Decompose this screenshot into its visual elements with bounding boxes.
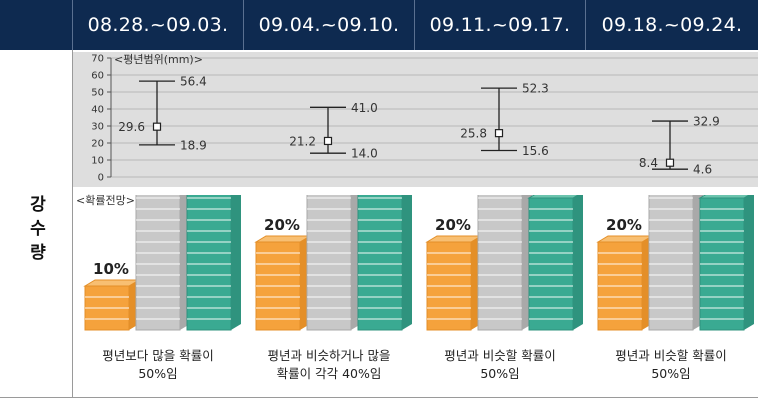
header-divider xyxy=(585,0,586,50)
range-chart: 0 10 20 30 40 50 60 70 <평년범위(mm)> 56.4 18.9 29.6 41.… xyxy=(91,53,758,184)
y-tick-label: 10 xyxy=(91,156,104,167)
mean-label: 21.2 xyxy=(289,134,316,148)
probability-label: 20% xyxy=(606,216,642,234)
chart-title: <평년범위(mm)> xyxy=(114,53,203,66)
probability-block xyxy=(135,195,181,331)
precipitation-label-char: 량 xyxy=(30,243,46,263)
week-caption-4: 평년과 비슷할 확률이 50%임 xyxy=(586,347,756,383)
week-header: 08.28.~09.03. 09.04.~09.10. 09.11.~09.17… xyxy=(0,0,758,50)
probability-block xyxy=(477,195,523,331)
upper-label: 32.9 xyxy=(693,115,720,129)
probability-week-2: 20%40%40% xyxy=(254,195,412,331)
caption-line: 50%임 xyxy=(651,366,691,381)
caption-line: 평년보다 많을 확률이 xyxy=(102,348,214,363)
caption-line: 평년과 비슷하거나 많을 xyxy=(267,348,391,363)
y-tick-label: 40 xyxy=(91,105,104,116)
mean-marker xyxy=(152,122,162,131)
mean-label: 29.6 xyxy=(118,120,145,134)
probability-week-3: 20%50%30% xyxy=(425,195,583,331)
block-side xyxy=(573,195,583,330)
y-tick-label: 60 xyxy=(91,71,104,82)
mean-marker xyxy=(665,158,675,167)
probability-label: 20% xyxy=(435,216,471,234)
probability-block xyxy=(648,195,694,331)
probability-chart: 10%40%50%20%40%40%20%50%30%20%50%30% xyxy=(83,195,754,331)
bottom-border xyxy=(0,397,758,398)
caption-line: 확률이 각각 40%임 xyxy=(276,366,382,381)
precipitation-label-char: 강 xyxy=(30,195,46,215)
y-tick-label: 50 xyxy=(91,88,104,99)
week-header-2: 09.04.~09.10. xyxy=(258,14,400,36)
probability-block xyxy=(306,195,352,331)
header-divider xyxy=(414,0,415,50)
upper-label: 56.4 xyxy=(180,75,207,89)
block-side xyxy=(231,195,241,330)
mean-label: 8.4 xyxy=(639,156,658,170)
lower-label: 4.6 xyxy=(693,163,712,177)
y-tick-label: 20 xyxy=(91,139,104,150)
block-top xyxy=(527,195,579,199)
y-tick-label: 0 xyxy=(98,173,104,184)
probability-week-4: 20%50%30% xyxy=(596,195,754,331)
week-caption-2: 평년과 비슷하거나 많을 확률이 각각 40%임 xyxy=(244,347,414,383)
caption-line: 평년과 비슷할 확률이 xyxy=(444,348,556,363)
week-header-3: 09.11.~09.17. xyxy=(429,14,571,36)
mean-label: 25.8 xyxy=(460,127,487,141)
probability-block xyxy=(186,195,232,331)
y-tick-label: 70 xyxy=(91,54,104,65)
probability-title: <확률전망> xyxy=(76,194,135,207)
caption-line: 50%임 xyxy=(480,366,520,381)
y-tick-label: 30 xyxy=(91,122,104,133)
left-label-column xyxy=(0,50,73,397)
lower-label: 18.9 xyxy=(180,138,207,152)
upper-label: 52.3 xyxy=(522,82,549,96)
week-header-1: 08.28.~09.03. xyxy=(87,14,229,36)
lower-label: 14.0 xyxy=(351,147,378,161)
precipitation-label: 강 수 량 xyxy=(28,193,48,265)
caption-line: 50%임 xyxy=(138,366,178,381)
header-divider xyxy=(72,0,73,50)
week-caption-3: 평년과 비슷할 확률이 50%임 xyxy=(415,347,585,383)
lower-label: 15.6 xyxy=(522,144,549,158)
block-side xyxy=(744,195,754,330)
week-header-4: 09.18.~09.24. xyxy=(601,14,743,36)
header-divider xyxy=(243,0,244,50)
range-chart-panel: 0 10 20 30 40 50 60 70 <평년범위(mm)> 56.4 18.9 29.6 41.… xyxy=(73,52,758,187)
upper-label: 41.0 xyxy=(351,101,378,115)
week-caption-1: 평년보다 많을 확률이 50%임 xyxy=(73,347,243,383)
mean-marker xyxy=(323,136,333,146)
probability-label: 20% xyxy=(264,216,300,234)
mean-marker xyxy=(494,129,504,138)
probability-week-1: 10%40%50% xyxy=(83,195,241,331)
block-side xyxy=(402,195,412,330)
precipitation-label-char: 수 xyxy=(30,219,46,239)
caption-line: 평년과 비슷할 확률이 xyxy=(615,348,727,363)
probability-block xyxy=(357,195,403,331)
block-top xyxy=(698,195,750,199)
probability-label: 10% xyxy=(93,260,129,278)
